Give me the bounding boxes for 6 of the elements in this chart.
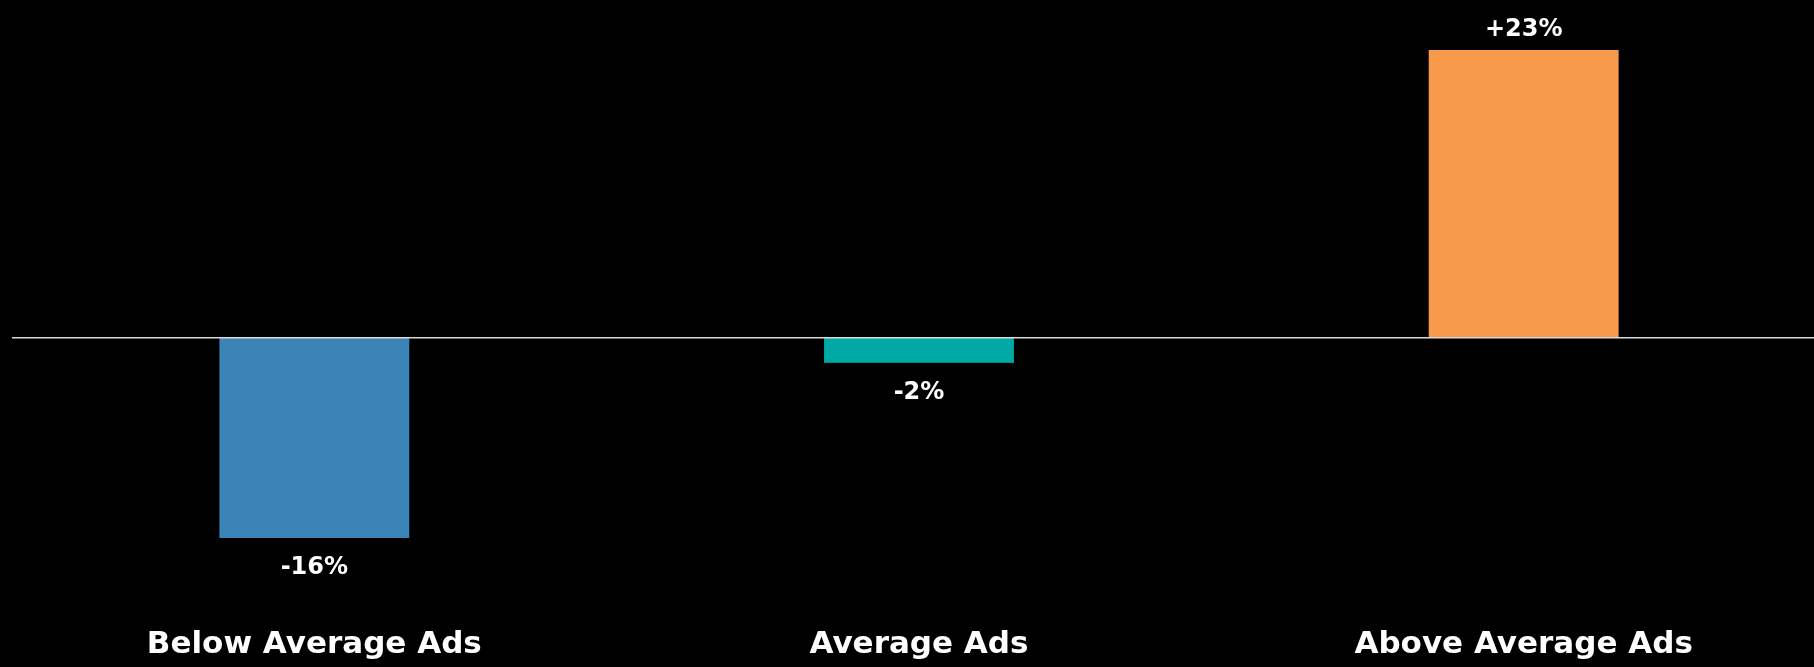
x-tick-label: Above Average Ads (1354, 624, 1693, 660)
data-label: -2% (893, 376, 945, 405)
data-label: -16% (280, 552, 349, 580)
data-label: +23% (1484, 14, 1563, 42)
x-tick-label: Below Average Ads (146, 624, 482, 660)
x-tick-label: Average Ads (809, 624, 1029, 660)
